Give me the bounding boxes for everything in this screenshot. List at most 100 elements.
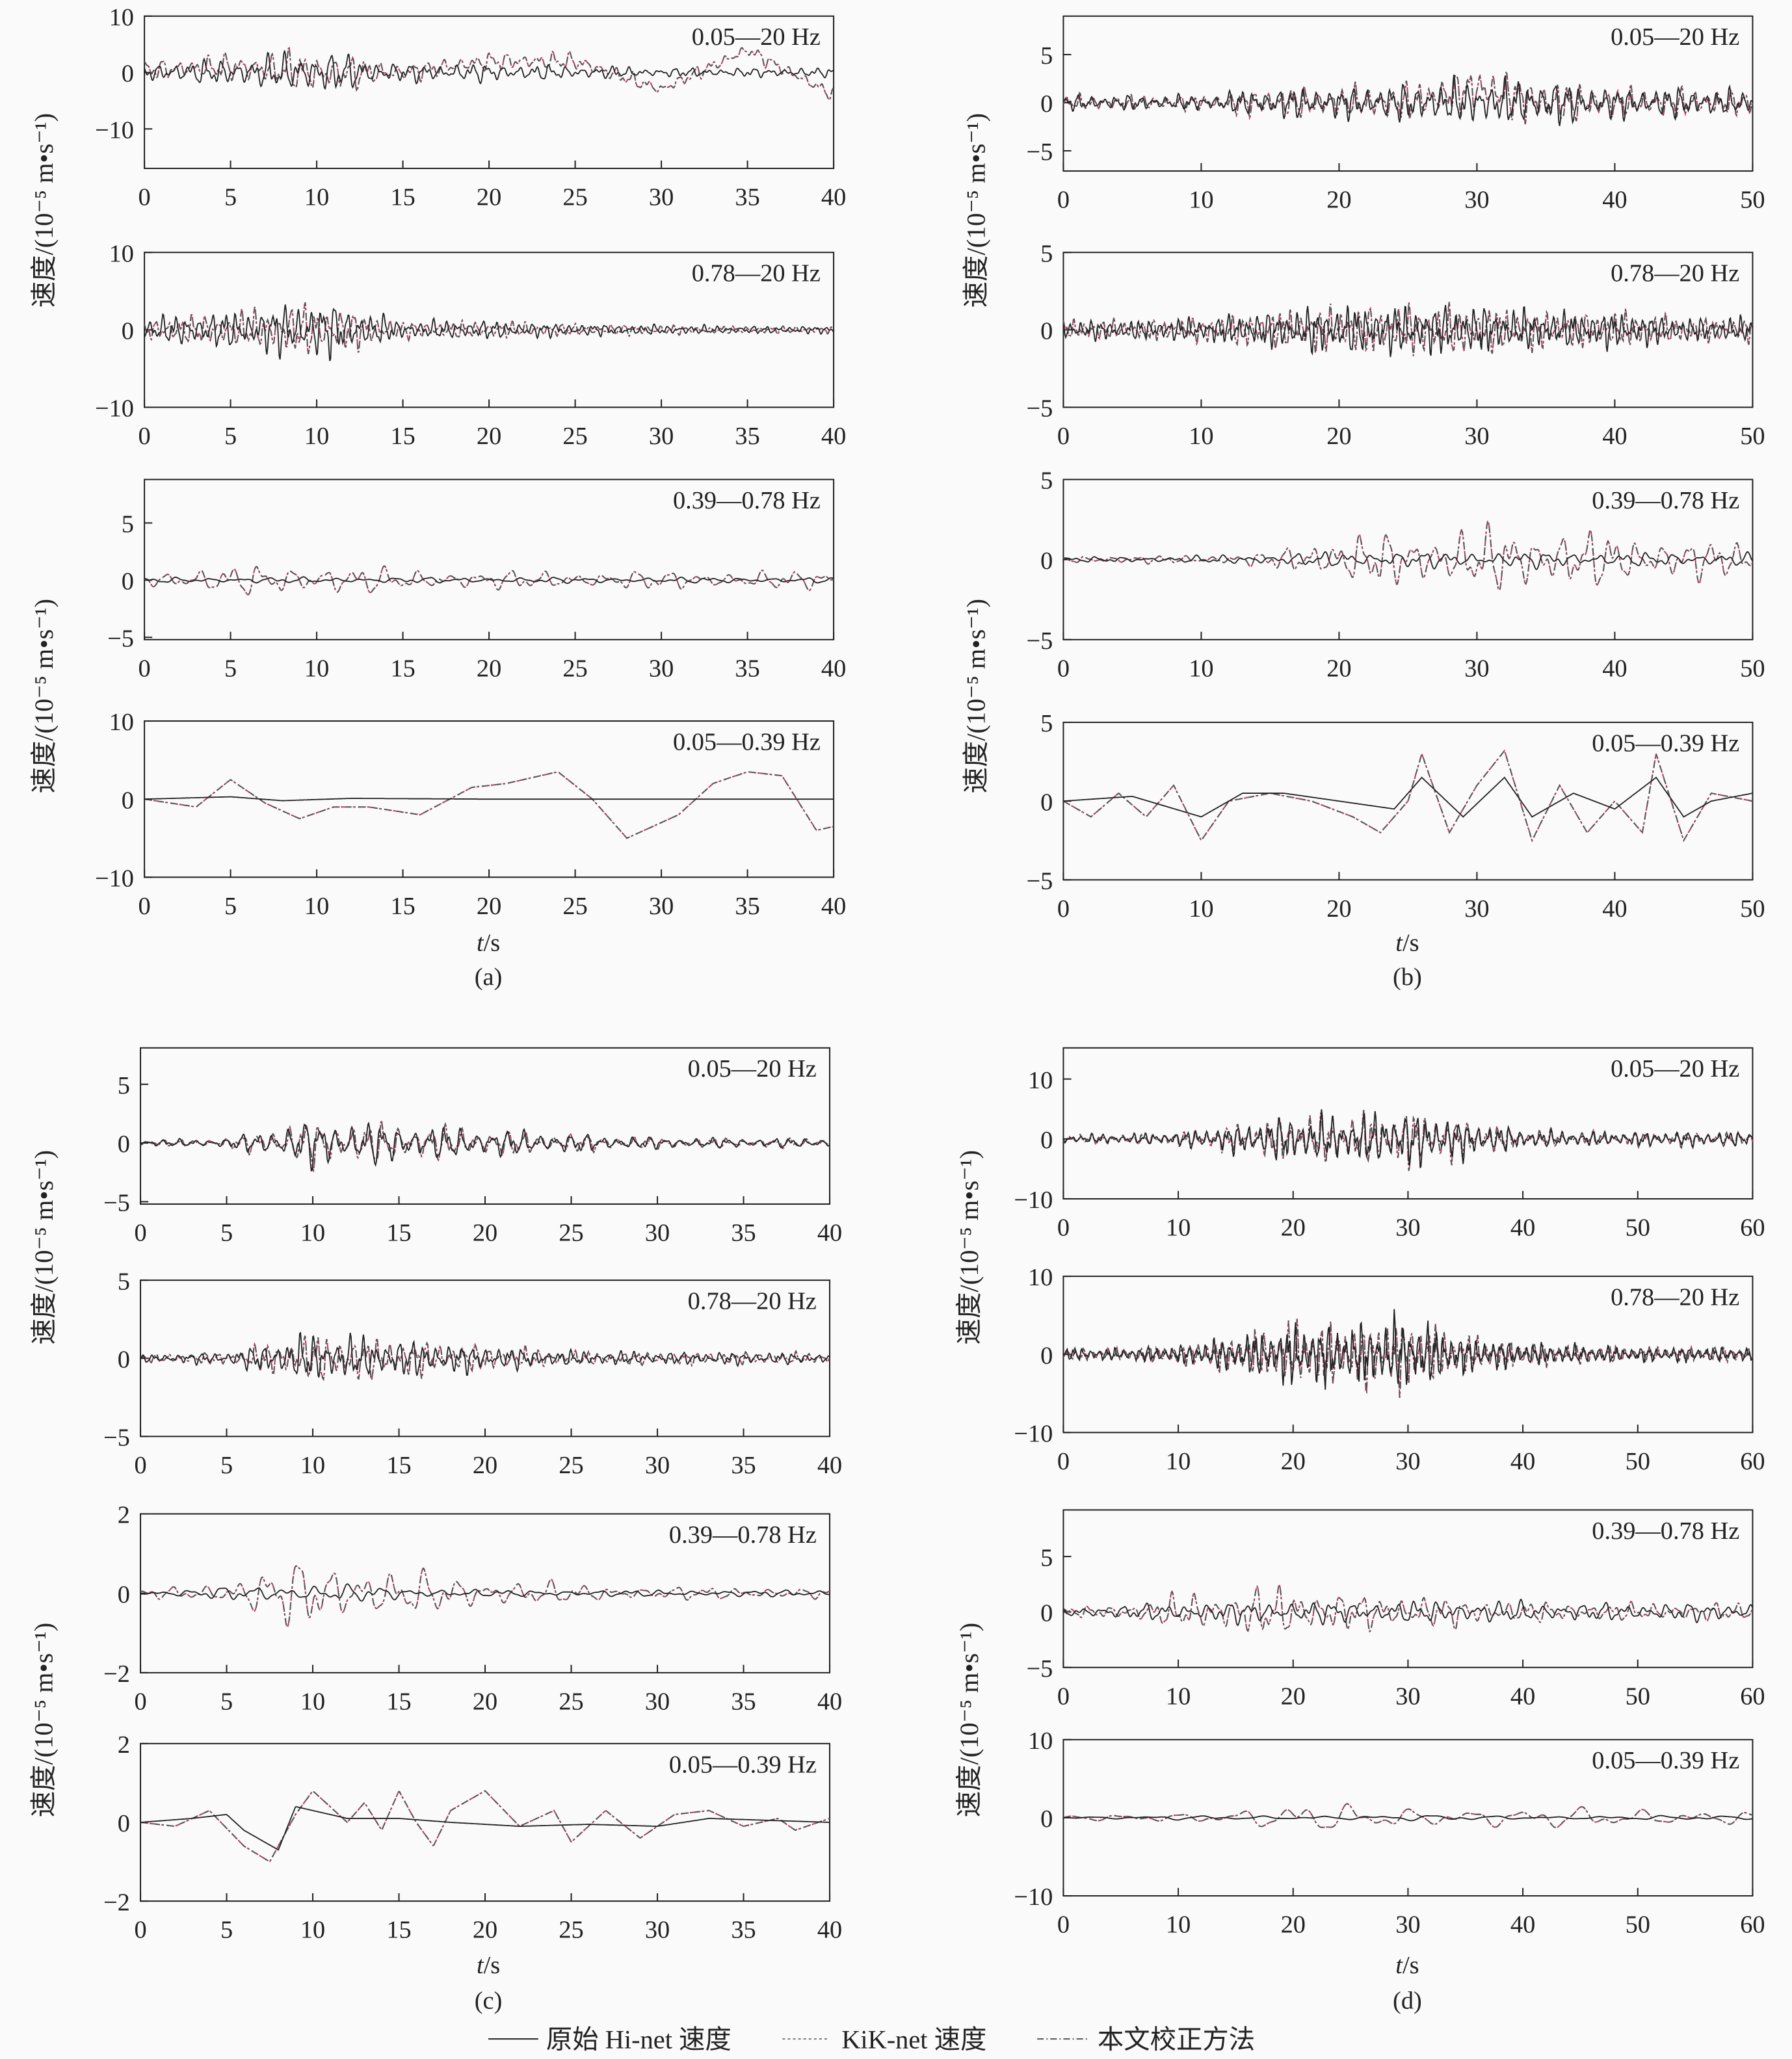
x-tick-label: 10 — [1189, 655, 1213, 682]
y-tick-label: 0 — [122, 787, 134, 814]
series-kiknet — [1062, 302, 1754, 356]
y-tick-label: −2 — [103, 1660, 130, 1688]
band-label: 0.78—20 Hz — [692, 260, 821, 287]
x-tick-label: 40 — [1510, 1911, 1535, 1939]
x-tick-label: 0 — [1057, 655, 1070, 682]
x-tick-label: 25 — [562, 423, 587, 450]
x-tick-label: 0 — [134, 1917, 146, 1944]
series-kiknet — [1062, 749, 1753, 843]
x-tick-label: 30 — [645, 1452, 670, 1479]
x-tick-label: 10 — [304, 655, 329, 682]
x-tick-label: 15 — [390, 893, 415, 920]
x-tick-label: 60 — [1740, 1448, 1765, 1475]
series-corrected — [1062, 1582, 1754, 1633]
x-tick-label: 50 — [1626, 1448, 1650, 1475]
x-tick-label: 5 — [220, 1688, 233, 1715]
x-axis-label: t/s — [477, 1952, 500, 1979]
y-tick-label: 0 — [118, 1131, 130, 1158]
band-label: 0.78—20 Hz — [1611, 260, 1739, 287]
x-tick-label: 0 — [138, 184, 151, 211]
x-tick-label: 40 — [817, 1688, 842, 1715]
series-kiknet — [1063, 1803, 1753, 1828]
x-tick-label: 15 — [390, 423, 415, 450]
subplot-caption: (d) — [1393, 1987, 1422, 2015]
x-axis-label-unit: /s — [484, 1952, 501, 1979]
y-tick-label: 2 — [118, 1731, 130, 1759]
x-tick-label: 10 — [300, 1452, 325, 1479]
y-tick-label: 5 — [122, 511, 134, 538]
x-tick-label: 25 — [559, 1220, 583, 1247]
x-tick-label: 10 — [1166, 1214, 1191, 1241]
series-corrected — [1062, 71, 1754, 125]
x-axis-label-var: t — [1395, 1952, 1403, 1979]
x-tick-label: 20 — [477, 184, 501, 211]
x-axis-label-var: t — [1395, 929, 1403, 956]
y-tick-label: −5 — [1026, 1655, 1053, 1683]
series-hinet — [1063, 551, 1754, 570]
subplot: 0 5 10 15 20 25 30 35 40 10 0 −10 0.05—20 Hz — [95, 4, 846, 211]
x-tick-label: 30 — [1395, 1911, 1420, 1939]
x-tick-label: 30 — [649, 423, 674, 450]
series-corrected — [140, 1335, 830, 1382]
x-tick-label: 40 — [821, 893, 846, 920]
y-tick-label: 0 — [1040, 90, 1053, 118]
x-tick-label: 0 — [1057, 423, 1070, 450]
x-tick-label: 35 — [731, 1452, 756, 1479]
x-tick-label: 40 — [817, 1452, 842, 1479]
x-tick-label: 0 — [1057, 1911, 1070, 1939]
series-hinet — [1063, 776, 1753, 818]
legend: 原始 Hi-net 速度 KiK-net 速度 本文校正方法 — [488, 2025, 1255, 2054]
x-tick-label: 40 — [1602, 895, 1627, 923]
x-tick-label: 10 — [1189, 187, 1213, 214]
legend-label-hinet: 原始 Hi-net 速度 — [546, 2025, 731, 2054]
y-tick-label: 0 — [1040, 547, 1053, 575]
x-tick-label: 10 — [1166, 1448, 1191, 1475]
series-corrected — [144, 565, 834, 596]
x-tick-label: 20 — [1281, 1911, 1306, 1939]
y-tick-label: −5 — [1026, 138, 1053, 166]
series-hinet — [1062, 1599, 1754, 1626]
x-axis-label-var: t — [477, 1952, 484, 1979]
x-tick-label: 0 — [134, 1452, 146, 1479]
series-hinet — [140, 1331, 830, 1378]
y-tick-label: −5 — [1026, 395, 1053, 423]
y-tick-label: 10 — [1028, 1067, 1053, 1094]
x-tick-label: 60 — [1740, 1214, 1765, 1241]
band-label: 0.39—0.78 Hz — [1592, 1517, 1739, 1545]
x-tick-label: 5 — [224, 423, 237, 450]
x-tick-label: 30 — [645, 1917, 670, 1944]
x-tick-label: 15 — [390, 184, 415, 211]
y-tick-label: −2 — [103, 1889, 130, 1916]
y-tick-label: −10 — [95, 116, 134, 144]
x-tick-label: 40 — [1510, 1214, 1535, 1241]
y-tick-label: 0 — [122, 60, 134, 88]
band-label: 0.05—20 Hz — [1611, 1055, 1739, 1082]
x-tick-label: 20 — [473, 1688, 497, 1715]
y-tick-label: 0 — [1040, 1805, 1053, 1833]
band-label: 0.05—0.39 Hz — [669, 1751, 817, 1778]
x-tick-label: 50 — [1740, 423, 1765, 450]
series-hinet — [1062, 1109, 1754, 1168]
x-tick-label: 30 — [1464, 655, 1489, 682]
x-tick-label: 10 — [304, 423, 329, 450]
x-tick-label: 0 — [138, 893, 151, 920]
x-tick-label: 20 — [1326, 187, 1351, 214]
y-tick-label: 10 — [109, 4, 134, 31]
series-kiknet — [1062, 1582, 1754, 1633]
series-corrected — [144, 302, 834, 354]
series-corrected — [1062, 1110, 1754, 1172]
x-tick-label: 5 — [220, 1917, 233, 1944]
x-tick-label: 25 — [559, 1917, 583, 1944]
series-hinet — [144, 576, 834, 584]
y-tick-label: −5 — [103, 1190, 130, 1217]
y-axis-label: 速度/(10⁻⁵ m•s⁻¹) — [955, 1150, 984, 1344]
series-corrected — [1062, 749, 1753, 843]
